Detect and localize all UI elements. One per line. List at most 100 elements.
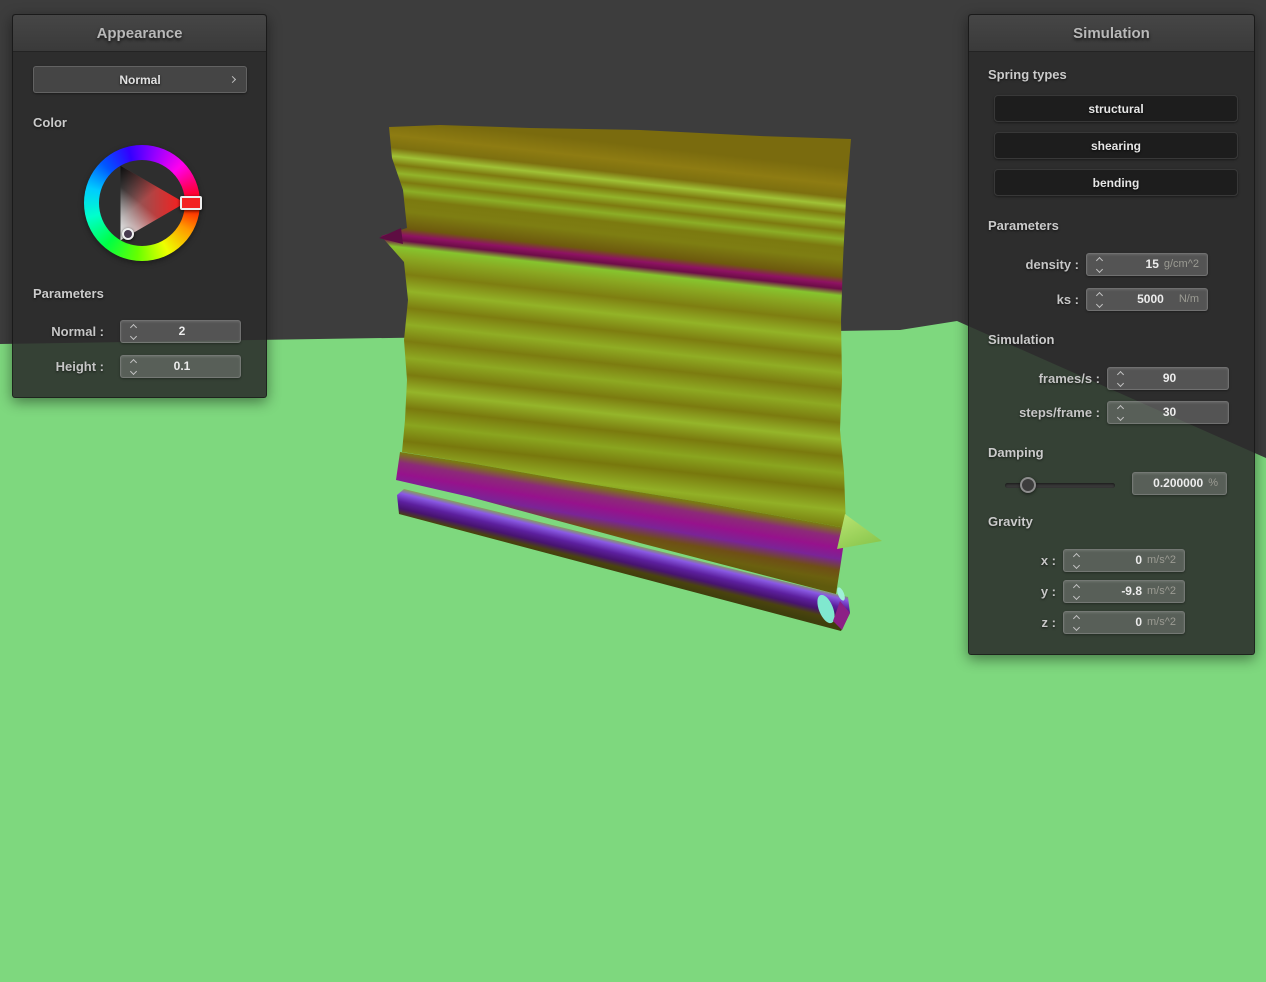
stepper-arrows-icon[interactable]	[1072, 583, 1081, 600]
appearance-panel: Appearance Normal Color	[12, 14, 267, 398]
damping-value-box[interactable]: 0.200000 %	[1132, 472, 1227, 495]
stepper-arrows-icon[interactable]	[1072, 552, 1081, 569]
frames-field-label: frames/s :	[1038, 371, 1100, 386]
steps-field-label: steps/frame :	[1019, 405, 1100, 420]
gravity-y-input[interactable]: -9.8 m/s^2	[1063, 580, 1185, 603]
gravity-y-label: y :	[1040, 584, 1056, 599]
spin-down-icon[interactable]	[1116, 413, 1125, 421]
gravity-z-input[interactable]: 0 m/s^2	[1063, 611, 1185, 634]
gravity-z-label: z :	[1041, 615, 1056, 630]
spin-up-icon[interactable]	[1116, 404, 1125, 412]
spin-down-icon[interactable]	[1116, 379, 1125, 387]
spin-up-icon[interactable]	[1116, 370, 1125, 378]
frames-input[interactable]: 90	[1107, 367, 1229, 390]
cloth-fold-band	[396, 452, 846, 594]
stepper-arrows-icon[interactable]	[129, 323, 138, 340]
gravity-z-unit: m/s^2	[1147, 616, 1176, 628]
density-field-value: 15	[1145, 257, 1159, 271]
stepper-arrows-icon[interactable]	[1116, 370, 1125, 387]
gravity-x-label: x :	[1040, 553, 1056, 568]
shearing-button-label: shearing	[1090, 138, 1141, 153]
gravity-x-value: 0	[1135, 553, 1142, 567]
ground-plane	[0, 321, 1266, 982]
spin-up-icon[interactable]	[1072, 614, 1081, 622]
shader-dropdown[interactable]: Normal	[33, 66, 247, 93]
density-field-unit: g/cm^2	[1163, 258, 1199, 270]
spin-up-icon[interactable]	[129, 358, 138, 366]
sv-triangle[interactable]	[84, 145, 200, 261]
ks-field-label: ks :	[1056, 292, 1079, 307]
cloth-roll-cap-sliver	[837, 587, 845, 601]
sim-simulation-label: Simulation	[988, 332, 1055, 347]
cloth-floor-fold	[837, 514, 882, 549]
gravity-y-value: -9.8	[1121, 584, 1142, 598]
spin-down-icon[interactable]	[1072, 592, 1081, 600]
color-section-label: Color	[33, 115, 67, 130]
color-wheel[interactable]	[84, 145, 202, 261]
appearance-parameters-label: Parameters	[33, 286, 104, 301]
damping-slider-track[interactable]	[1005, 483, 1115, 488]
stepper-arrows-icon[interactable]	[1072, 614, 1081, 631]
spin-up-icon[interactable]	[1095, 256, 1104, 264]
cloth-roll	[397, 489, 850, 631]
damping-unit: %	[1208, 477, 1218, 489]
simulation-panel-header[interactable]: Simulation	[969, 15, 1254, 52]
stepper-arrows-icon[interactable]	[1095, 291, 1104, 308]
height-input[interactable]: 0.1	[120, 355, 241, 378]
spin-down-icon[interactable]	[1072, 623, 1081, 631]
damping-slider-handle[interactable]	[1020, 477, 1036, 493]
damping-slider[interactable]	[1005, 473, 1115, 497]
appearance-panel-header[interactable]: Appearance	[13, 15, 266, 52]
spin-down-icon[interactable]	[129, 367, 138, 375]
gravity-z-value: 0	[1135, 615, 1142, 629]
spin-down-icon[interactable]	[1072, 561, 1081, 569]
cloth-roll-cap	[817, 594, 835, 624]
density-field-label: density :	[1025, 257, 1079, 272]
shearing-button[interactable]: shearing	[994, 132, 1238, 159]
cloth-roll-tip	[833, 601, 850, 630]
bending-button[interactable]: bending	[994, 169, 1238, 196]
spin-down-icon[interactable]	[1095, 300, 1104, 308]
spin-up-icon[interactable]	[1095, 291, 1104, 299]
gravity-y-unit: m/s^2	[1147, 585, 1176, 597]
stepper-arrows-icon[interactable]	[1116, 404, 1125, 421]
damping-value: 0.200000	[1153, 476, 1204, 490]
cloth-notch	[379, 228, 403, 244]
density-input[interactable]: 15 g/cm^2	[1086, 253, 1208, 276]
sim-parameters-label: Parameters	[988, 218, 1059, 233]
chevron-right-icon	[228, 75, 237, 84]
cloth-mesh	[379, 125, 882, 631]
structural-button[interactable]: structural	[994, 95, 1238, 122]
stepper-arrows-icon[interactable]	[1095, 256, 1104, 273]
hue-marker[interactable]	[180, 196, 202, 210]
cloth-body	[381, 125, 851, 528]
spin-up-icon[interactable]	[1072, 583, 1081, 591]
structural-button-label: structural	[1088, 101, 1144, 116]
bending-button-label: bending	[1092, 175, 1140, 190]
steps-field-value: 30	[1162, 405, 1177, 419]
gravity-x-unit: m/s^2	[1147, 554, 1176, 566]
steps-input[interactable]: 30	[1107, 401, 1229, 424]
stepper-arrows-icon[interactable]	[129, 358, 138, 375]
height-field-value: 0.1	[173, 359, 191, 373]
normal-input[interactable]: 2	[120, 320, 241, 343]
gravity-x-input[interactable]: 0 m/s^2	[1063, 549, 1185, 572]
spin-down-icon[interactable]	[129, 332, 138, 340]
spin-up-icon[interactable]	[1072, 552, 1081, 560]
spring-types-label: Spring types	[988, 67, 1067, 82]
simulation-panel-title: Simulation	[1073, 24, 1150, 42]
shader-dropdown-value: Normal	[119, 72, 161, 87]
appearance-panel-title: Appearance	[96, 24, 183, 42]
normal-field-label: Normal :	[51, 324, 104, 339]
height-field-label: Height :	[55, 359, 104, 374]
frames-field-value: 90	[1162, 371, 1177, 385]
normal-field-value: 2	[178, 324, 186, 338]
spin-up-icon[interactable]	[129, 323, 138, 331]
damping-label: Damping	[988, 445, 1044, 460]
simulation-panel: Simulation Spring types structural shear…	[968, 14, 1255, 655]
ks-field-unit: N/m	[1178, 293, 1199, 305]
ks-field-value: 5000	[1137, 292, 1164, 306]
ks-input[interactable]: 5000 N/m	[1086, 288, 1208, 311]
sv-marker[interactable]	[122, 228, 134, 240]
spin-down-icon[interactable]	[1095, 265, 1104, 273]
